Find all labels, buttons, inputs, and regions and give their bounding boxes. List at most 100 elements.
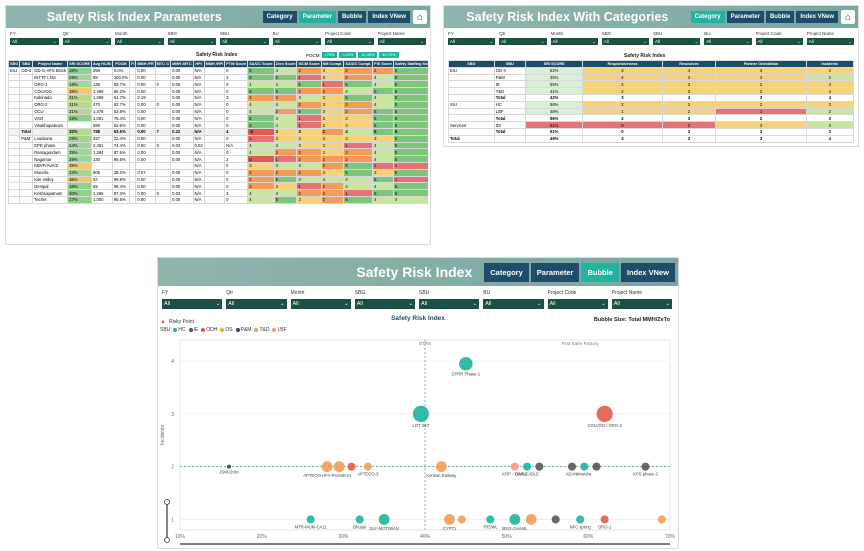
filter-dropdown[interactable]: All ⌄	[115, 38, 164, 45]
tab-index-vnew[interactable]: Index VNew	[620, 262, 675, 282]
column-header[interactable]: ISCM Score	[296, 60, 322, 68]
column-header[interactable]: MMH /MTC	[170, 60, 194, 68]
column-header[interactable]: POCM	[111, 60, 131, 68]
filter-project-code[interactable]: Project Code All ⌄	[325, 31, 374, 45]
column-header[interactable]: SBG	[8, 60, 21, 68]
filter-dropdown[interactable]: All ⌄	[325, 38, 374, 45]
filter-dropdown[interactable]: All ⌄	[354, 299, 415, 309]
legend-item[interactable]: T&D	[254, 327, 269, 333]
filter-dropdown[interactable]: All ⌄	[62, 38, 111, 45]
filter-sbg[interactable]: SBG All ⌄	[167, 31, 216, 45]
column-header[interactable]: Project Name	[32, 60, 69, 68]
filter-dropdown[interactable]: All ⌄	[499, 38, 547, 45]
filter-fy[interactable]: FY All ⌄	[10, 31, 59, 45]
filter-bu[interactable]: BU All ⌄	[272, 31, 321, 45]
column-header[interactable]: SA/UC Compl.	[343, 60, 374, 68]
tab-parameter[interactable]: Parameter	[530, 262, 580, 282]
filter-month[interactable]: Month All ⌄	[290, 290, 351, 309]
filter-sbu[interactable]: SBU All ⌄	[653, 31, 701, 45]
filter-fy[interactable]: FY All ⌄	[162, 290, 223, 309]
filter-dropdown[interactable]: All ⌄	[755, 38, 803, 45]
filter-dropdown[interactable]: All ⌄	[601, 38, 649, 45]
tab-index-vnew[interactable]: Index VNew	[796, 11, 838, 23]
column-header[interactable]: Safety Staffing Score	[392, 60, 428, 68]
column-header[interactable]: Responsiveness	[582, 60, 663, 68]
column-header[interactable]: NM Compl.	[320, 60, 345, 68]
filter-qtr[interactable]: Qtr All ⌄	[62, 31, 111, 45]
filter-project-name[interactable]: Project Name All ⌄	[806, 31, 854, 45]
column-header[interactable]: Avg HC/M	[91, 60, 113, 68]
filter-dropdown[interactable]: All ⌄	[653, 38, 701, 45]
column-header[interactable]: SBU	[19, 60, 34, 68]
column-header[interactable]: SA/UC Score	[247, 60, 275, 68]
column-header[interactable]: PSI Score	[372, 60, 394, 68]
filter-dropdown[interactable]: All ⌄	[448, 38, 496, 45]
filter-dropdown[interactable]: All ⌄	[10, 38, 59, 45]
filter-sbu[interactable]: SBU All ⌄	[220, 31, 269, 45]
column-header[interactable]: SRI SCORE	[67, 60, 93, 68]
home-icon[interactable]: ⌂	[841, 10, 855, 24]
tab-bubble[interactable]: Bubble	[765, 11, 795, 23]
data-label: Konkan Railway	[426, 473, 457, 478]
filter-month[interactable]: Month All ⌄	[550, 31, 598, 45]
table-cell: 5	[392, 87, 428, 95]
filter-dropdown[interactable]: All ⌄	[220, 38, 269, 45]
legend-item[interactable]: OS	[220, 327, 233, 333]
legend-item[interactable]: ODH	[201, 327, 217, 333]
column-header[interactable]: MTC /1	[154, 60, 172, 68]
column-header[interactable]: SRI SCORE	[525, 60, 584, 68]
column-header[interactable]: PTW Score	[224, 60, 249, 68]
tab-parameter[interactable]: Parameter	[298, 11, 336, 23]
filter-dropdown[interactable]: All ⌄	[483, 299, 544, 309]
legend-item[interactable]: IE	[188, 327, 198, 333]
filter-dropdown[interactable]: All ⌄	[419, 299, 480, 309]
column-header[interactable]: Resources	[661, 60, 717, 68]
filter-bu[interactable]: BU All ⌄	[704, 31, 752, 45]
legend-item[interactable]: HC	[173, 327, 186, 333]
filter-dropdown[interactable]: All ⌄	[611, 299, 672, 309]
filter-dropdown[interactable]: All ⌄	[272, 38, 321, 45]
filter-dropdown[interactable]: All ⌄	[704, 38, 752, 45]
filter-project-name[interactable]: Project Name All ⌄	[377, 31, 426, 45]
table-cell: 0.00	[135, 175, 156, 184]
home-icon[interactable]: ⌂	[413, 10, 427, 24]
tab-category[interactable]: Category	[262, 11, 297, 23]
filter-qtr[interactable]: Qtr All ⌄	[499, 31, 547, 45]
column-header[interactable]: HPI	[192, 60, 205, 68]
tab-parameter[interactable]: Parameter	[726, 11, 764, 23]
filter-fy[interactable]: FY All ⌄	[448, 31, 496, 45]
tab-category[interactable]: Category	[690, 11, 725, 23]
column-header[interactable]: MMH /HPI	[203, 60, 226, 68]
filter-month[interactable]: Month All ⌄	[115, 31, 164, 45]
tab-category[interactable]: Category	[484, 262, 529, 282]
filter-sbu[interactable]: SBU All ⌄	[419, 290, 480, 309]
legend-item[interactable]: P&M	[235, 327, 251, 333]
filter-qtr[interactable]: Qtr All ⌄	[226, 290, 287, 309]
filter-project-code[interactable]: Project Code All ⌄	[755, 31, 803, 45]
filter-dropdown[interactable]: All ⌄	[226, 299, 287, 309]
column-header[interactable]: SBG	[448, 60, 495, 68]
filter-dropdown[interactable]: All ⌄	[290, 299, 351, 309]
tab-bubble[interactable]: Bubble	[581, 262, 619, 282]
column-header[interactable]: MMH /FR	[135, 60, 156, 68]
column-header[interactable]: SBU	[493, 60, 527, 68]
tab-bubble[interactable]: Bubble	[337, 11, 367, 23]
column-header[interactable]: Zero Score	[273, 60, 298, 68]
column-header[interactable]: Partner Orientation	[715, 60, 807, 68]
filter-bu[interactable]: BU All ⌄	[483, 290, 544, 309]
filter-dropdown[interactable]: All ⌄	[167, 38, 216, 45]
filter-sbg[interactable]: SBG All ⌄	[601, 31, 649, 45]
filter-dropdown[interactable]: All ⌄	[547, 299, 608, 309]
filter-project-code[interactable]: Project Code All ⌄	[547, 290, 608, 309]
legend-item[interactable]: LBF	[272, 327, 287, 333]
filter-sbg[interactable]: SBG All ⌄	[354, 290, 415, 309]
tab-index-vnew[interactable]: Index VNew	[368, 11, 410, 23]
column-header[interactable]: Incidents	[805, 60, 854, 68]
table-cell: 3	[320, 107, 345, 116]
filter-dropdown[interactable]: All ⌄	[162, 299, 223, 309]
filter-dropdown[interactable]: All ⌄	[377, 38, 426, 45]
filter-project-name[interactable]: Project Name All ⌄	[611, 290, 672, 309]
table-cell: 5	[392, 66, 428, 75]
filter-dropdown[interactable]: All ⌄	[550, 38, 598, 45]
filter-dropdown[interactable]: All ⌄	[806, 38, 854, 45]
